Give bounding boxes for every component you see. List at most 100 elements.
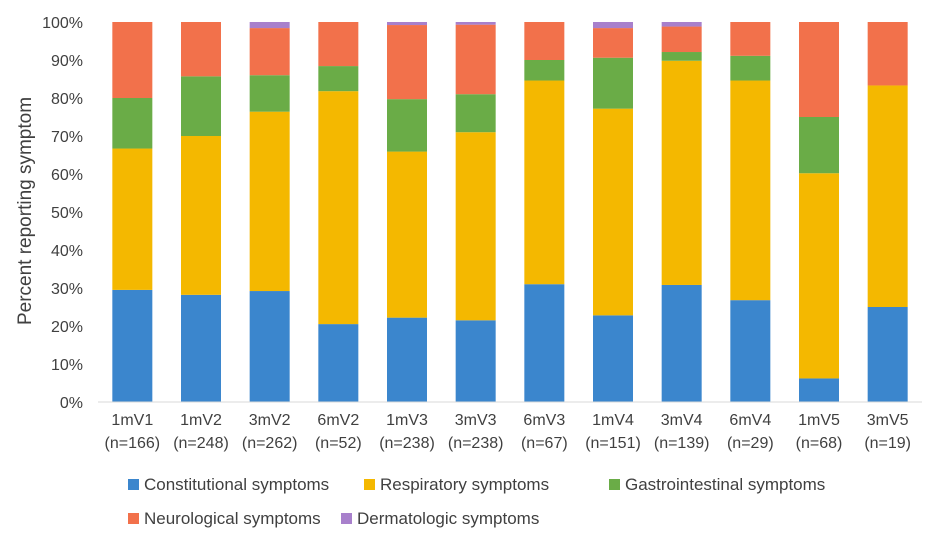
- bar-segment-neurological-symptoms: [799, 22, 839, 117]
- x-tick-label: 3mV4: [661, 412, 703, 429]
- bar-segment-respiratory-symptoms: [112, 148, 153, 290]
- bar-segment-constitutional-symptoms: [867, 307, 908, 402]
- legend-item: Constitutional symptoms: [128, 475, 329, 494]
- x-tick-label: 3mV3: [455, 412, 497, 429]
- bar-stack-1mV2: [181, 22, 221, 402]
- bar-segment-constitutional-symptoms: [455, 320, 496, 402]
- bar-stack-3mV4: [661, 22, 702, 402]
- legend-swatch: [341, 513, 352, 524]
- x-tick-label: 3mV2: [249, 412, 291, 429]
- bar-stack-3mV2: [249, 22, 290, 402]
- bar-stack-1mV4: [593, 22, 633, 402]
- bar-segment-gastrointestinal-symptoms: [593, 57, 633, 109]
- legend-label: Constitutional symptoms: [144, 475, 329, 494]
- bar-segment-respiratory-symptoms: [799, 173, 839, 379]
- x-tick-sample-size: (n=19): [864, 435, 911, 452]
- bar-segment-gastrointestinal-symptoms: [730, 55, 771, 81]
- bar-segment-neurological-symptoms: [249, 28, 290, 76]
- bar-segment-constitutional-symptoms: [318, 324, 359, 402]
- legend-item: Neurological symptoms: [128, 509, 321, 528]
- x-tick-label: 1mV1: [111, 412, 153, 429]
- bar-segment-neurological-symptoms: [867, 22, 908, 86]
- y-tick-label: 20%: [51, 319, 83, 336]
- x-tick-label: 3mV5: [867, 412, 909, 429]
- y-tick-label: 70%: [51, 129, 83, 146]
- bar-segment-dermatologic-symptoms: [593, 22, 633, 29]
- bar-segment-gastrointestinal-symptoms: [318, 66, 359, 92]
- bar-segment-respiratory-symptoms: [661, 60, 702, 285]
- legend-item: Dermatologic symptoms: [341, 509, 539, 528]
- bar-stack-6mV2: [318, 22, 359, 402]
- bar-segment-dermatologic-symptoms: [387, 22, 427, 26]
- x-tick-sample-size: (n=262): [242, 435, 298, 452]
- bar-segment-gastrointestinal-symptoms: [181, 76, 221, 136]
- bar-segment-gastrointestinal-symptoms: [387, 99, 427, 152]
- legend-swatch: [128, 513, 139, 524]
- bar-segment-neurological-symptoms: [730, 22, 771, 56]
- bar-segment-gastrointestinal-symptoms: [524, 60, 565, 81]
- x-tick-label: 1mV5: [798, 412, 840, 429]
- bar-segment-neurological-symptoms: [181, 22, 221, 77]
- bar-segment-respiratory-symptoms: [455, 132, 496, 321]
- bar-segment-gastrointestinal-symptoms: [661, 52, 702, 61]
- bar-segment-dermatologic-symptoms: [661, 22, 702, 27]
- x-tick-label: 6mV4: [729, 412, 771, 429]
- bar-segment-constitutional-symptoms: [249, 291, 290, 402]
- bar-segment-gastrointestinal-symptoms: [455, 94, 496, 133]
- bar-stack-1mV3: [387, 22, 427, 402]
- bar-segment-constitutional-symptoms: [112, 289, 153, 402]
- legend-label: Respiratory symptoms: [380, 475, 549, 494]
- bar-segment-constitutional-symptoms: [799, 378, 839, 402]
- bar-segment-dermatologic-symptoms: [249, 22, 290, 29]
- bar-segment-respiratory-symptoms: [181, 136, 221, 295]
- x-tick-sample-size: (n=166): [105, 435, 161, 452]
- bar-segment-respiratory-symptoms: [593, 108, 633, 316]
- bar-segment-neurological-symptoms: [593, 28, 633, 58]
- x-tick-sample-size: (n=238): [448, 435, 504, 452]
- bar-stack-6mV4: [730, 22, 771, 402]
- x-tick-sample-size: (n=52): [315, 435, 362, 452]
- legend-label: Gastrointestinal symptoms: [625, 475, 825, 494]
- bar-segment-constitutional-symptoms: [524, 284, 565, 402]
- y-tick-label: 80%: [51, 91, 83, 108]
- legend-item: Gastrointestinal symptoms: [609, 475, 825, 494]
- bar-stack-1mV1: [112, 22, 153, 402]
- bar-stack-6mV3: [524, 22, 565, 402]
- bar-segment-gastrointestinal-symptoms: [799, 117, 839, 174]
- y-tick-label: 40%: [51, 243, 83, 260]
- bar-segment-respiratory-symptoms: [867, 85, 908, 308]
- bar-segment-respiratory-symptoms: [249, 111, 290, 292]
- bar-segment-neurological-symptoms: [661, 26, 702, 53]
- bar-stack-3mV5: [867, 22, 908, 402]
- bar-segment-respiratory-symptoms: [318, 91, 359, 325]
- bar-segment-constitutional-symptoms: [661, 284, 702, 402]
- y-tick-label: 30%: [51, 281, 83, 298]
- bar-segment-neurological-symptoms: [318, 22, 359, 67]
- legend-swatch: [128, 479, 139, 490]
- bar-segment-constitutional-symptoms: [593, 315, 633, 402]
- y-tick-label: 10%: [51, 357, 83, 374]
- bar-segment-constitutional-symptoms: [730, 300, 771, 402]
- x-tick-label: 1mV4: [592, 412, 634, 429]
- bar-segment-neurological-symptoms: [524, 22, 565, 60]
- legend-item: Respiratory symptoms: [364, 475, 549, 494]
- legend-swatch: [609, 479, 620, 490]
- bar-segment-respiratory-symptoms: [524, 80, 565, 285]
- x-tick-label: 6mV3: [523, 412, 565, 429]
- x-tick-sample-size: (n=29): [727, 435, 774, 452]
- bar-segment-dermatologic-symptoms: [455, 22, 496, 25]
- y-tick-label: 60%: [51, 167, 83, 184]
- bar-segment-respiratory-symptoms: [730, 80, 771, 301]
- bar-segment-neurological-symptoms: [387, 25, 427, 100]
- bar-segment-constitutional-symptoms: [181, 294, 221, 402]
- x-tick-label: 1mV2: [180, 412, 222, 429]
- bar-stack-3mV3: [455, 22, 496, 402]
- bar-segment-gastrointestinal-symptoms: [249, 75, 290, 112]
- bar-segment-neurological-symptoms: [455, 24, 496, 95]
- bar-stack-1mV5: [799, 22, 839, 402]
- x-tick-sample-size: (n=248): [173, 435, 229, 452]
- x-tick-label: 6mV2: [317, 412, 359, 429]
- legend-label: Dermatologic symptoms: [357, 509, 539, 528]
- bar-segment-gastrointestinal-symptoms: [112, 98, 153, 149]
